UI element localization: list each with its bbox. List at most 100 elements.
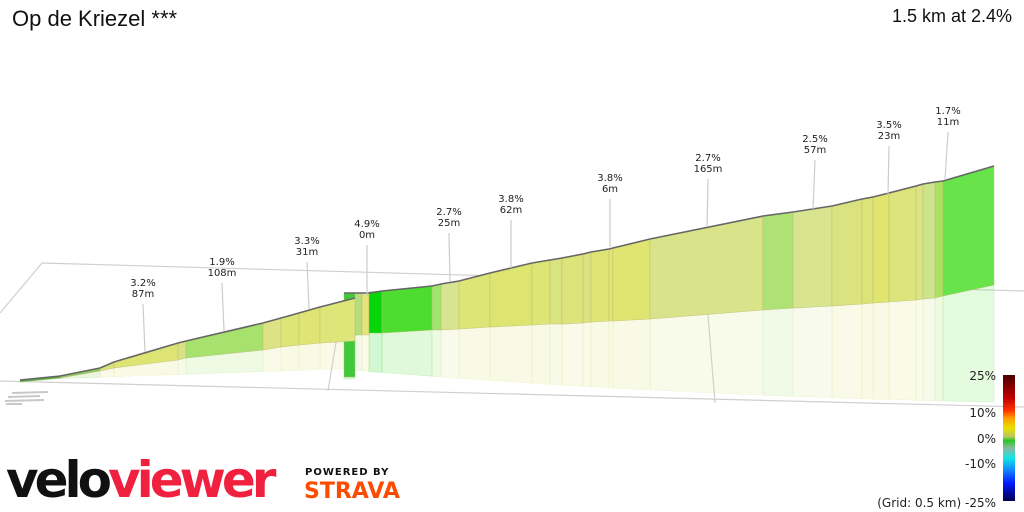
gradient-segment [649, 215, 764, 320]
annotation-length: 6m [602, 184, 618, 195]
annotation-gradient: 2.7% [695, 153, 720, 164]
annotation-length: 11m [937, 117, 959, 128]
gradient-segment [942, 165, 995, 297]
compass-icon [4, 391, 49, 405]
segment-shadow [590, 320, 610, 389]
gradient-segment [831, 198, 863, 307]
annotation-gradient: 3.2% [130, 278, 155, 289]
profile-segments-far [343, 165, 995, 378]
gradient-segment [762, 211, 794, 311]
gradient-segment [792, 205, 833, 309]
segment-title: Op de Kriezel *** [12, 6, 178, 31]
segment-shadow [368, 332, 383, 373]
profile-shadow [19, 284, 995, 403]
segment-shadow [489, 324, 533, 384]
segment-shadow [872, 301, 890, 400]
gradient-segment [922, 181, 936, 300]
annotation-gradient: 3.8% [597, 173, 622, 184]
annotation-gradient: 3.3% [294, 236, 319, 247]
segment-shadow [262, 346, 282, 372]
annotation-gradient: 3.8% [498, 194, 523, 205]
segment-shadow [561, 322, 584, 387]
segment-shadow [888, 299, 917, 401]
segment-shadow [649, 309, 764, 396]
annotation-gradient: 1.7% [935, 106, 960, 117]
segment-shadow [762, 307, 794, 397]
segment-shadow [608, 320, 614, 389]
annotation-gradient: 4.9% [354, 219, 379, 230]
gradient-segment [582, 251, 592, 324]
segment-shadow [440, 328, 460, 379]
gradient-segment [531, 259, 551, 326]
segment-shadow [922, 297, 936, 401]
color-scale-bar [1003, 375, 1015, 501]
segment-shadow [298, 342, 321, 371]
veloviewer-logo: veloviewer [6, 450, 276, 510]
gradient-segment [872, 192, 890, 304]
annotation-length: 0m [359, 230, 375, 241]
segment-shadow [934, 295, 944, 402]
segment-shadow [381, 329, 433, 377]
segment-shadow [177, 357, 187, 375]
segment-shadow [792, 305, 833, 399]
segment-summary: 1.5 km at 2.4% [891, 6, 1012, 26]
gradient-segment [354, 292, 363, 336]
gradient-segment [612, 238, 651, 322]
gradient-segment [361, 292, 370, 336]
gradient-annotations: 3.2%87m1.9%108m3.3%31m4.9%0m2.7%25m3.8%6… [130, 106, 961, 353]
segment-shadow [582, 321, 592, 387]
gradient-segment [319, 297, 356, 344]
segment-shadow [915, 298, 924, 401]
gradient-segment [440, 280, 460, 331]
gradient-segment [368, 290, 383, 334]
segment-shadow [612, 318, 651, 391]
segment-shadow [831, 303, 863, 399]
gradient-segment [549, 257, 563, 325]
legend-label-minus10: -10% [965, 457, 996, 471]
annotation-length: 87m [132, 289, 154, 300]
annotation-length: 57m [804, 145, 826, 156]
segment-shadow [861, 302, 874, 400]
gradient-segment [381, 285, 433, 334]
segment-shadow [531, 323, 551, 385]
gradient-color-legend: 25% 10% 0% -10% (Grid: 0.5 km) -25% [877, 369, 1015, 510]
annotation-gradient: 1.9% [209, 257, 234, 268]
segment-shadow [431, 329, 442, 378]
annotation-leader-line [448, 232, 451, 283]
profile-segments-near [19, 297, 356, 383]
legend-label-10: 10% [969, 406, 996, 420]
gradient-segment [861, 196, 874, 305]
legend-label-0: 0% [977, 432, 996, 446]
segment-shadow [354, 334, 363, 372]
annotation-leader-line [142, 303, 146, 353]
gradient-segment [489, 262, 533, 328]
annotation-length: 31m [296, 247, 318, 258]
segment-shadow [549, 323, 563, 386]
annotation-leader-line [221, 282, 225, 332]
strava-logo: STRAVA [304, 479, 400, 504]
gradient-segment [458, 272, 491, 330]
profile-outline [19, 165, 995, 381]
segment-shadow [361, 334, 370, 372]
segment-shadow [280, 344, 300, 372]
gradient-segment [431, 283, 442, 331]
segment-shadow [458, 326, 491, 381]
annotation-leader-line [812, 159, 816, 210]
gradient-segment [888, 185, 917, 303]
annotation-leader-line [944, 131, 949, 181]
legend-label-minus25-grid: (Grid: 0.5 km) -25% [877, 496, 996, 510]
annotation-length: 25m [438, 218, 460, 229]
annotation-length: 108m [208, 268, 237, 279]
segment-shadow [942, 284, 995, 403]
annotation-leader-line [887, 145, 890, 195]
annotation-leader-line [306, 261, 310, 310]
annotation-gradient: 2.5% [802, 134, 827, 145]
gradient-segment [280, 312, 300, 348]
logo-viewer: viewer [108, 451, 276, 509]
logo-velo: velo [6, 451, 112, 509]
annotation-leader-line [706, 178, 709, 228]
annotation-gradient: 3.5% [876, 120, 901, 131]
gradient-segment [590, 248, 610, 323]
annotation-length: 165m [694, 164, 723, 175]
gradient-segment [608, 247, 614, 322]
